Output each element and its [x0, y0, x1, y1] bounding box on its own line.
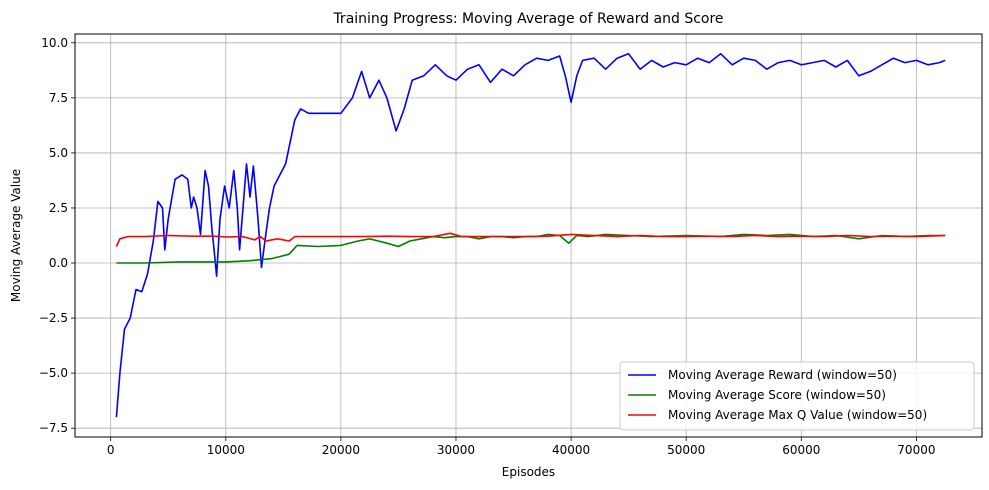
series-line-0 [115, 53, 946, 418]
legend: Moving Average Reward (window=50) Moving … [619, 361, 975, 431]
x-axis-label: Episodes [502, 465, 555, 479]
legend-entry: Moving Average Max Q Value (window=50) [668, 408, 927, 422]
legend-box [619, 361, 975, 431]
y-tick-label: 10.0 [41, 36, 68, 50]
legend-entry: Moving Average Score (window=50) [668, 388, 886, 402]
y-tick-label: −7.5 [39, 421, 68, 435]
chart-title: Training Progress: Moving Average of Rew… [332, 11, 723, 27]
y-axis-label: Moving Average Value [9, 169, 23, 302]
series-line-2 [115, 232, 946, 247]
x-tick-label: 20000 [322, 443, 360, 457]
x-tick-label: 70000 [897, 443, 935, 457]
series-lines [115, 53, 946, 418]
x-tick-label: 30000 [437, 443, 475, 457]
x-tick-label: 40000 [552, 443, 590, 457]
y-tick-label: 7.5 [49, 91, 68, 105]
x-tick-label: 10000 [207, 443, 245, 457]
axis-ticks: 0 10000 20000 30000 40000 50000 60000 70000 −7.5… [39, 36, 936, 457]
x-tick-label: 0 [107, 443, 115, 457]
y-tick-label: 0.0 [49, 256, 68, 270]
y-tick-label: 5.0 [49, 146, 68, 160]
y-tick-label: −5.0 [39, 366, 68, 380]
y-tick-label: −2.5 [39, 311, 68, 325]
y-tick-label: 2.5 [49, 201, 68, 215]
plot-frame [74, 33, 983, 438]
x-tick-label: 60000 [782, 443, 820, 457]
x-tick-label: 50000 [667, 443, 705, 457]
legend-entry: Moving Average Reward (window=50) [668, 368, 897, 382]
